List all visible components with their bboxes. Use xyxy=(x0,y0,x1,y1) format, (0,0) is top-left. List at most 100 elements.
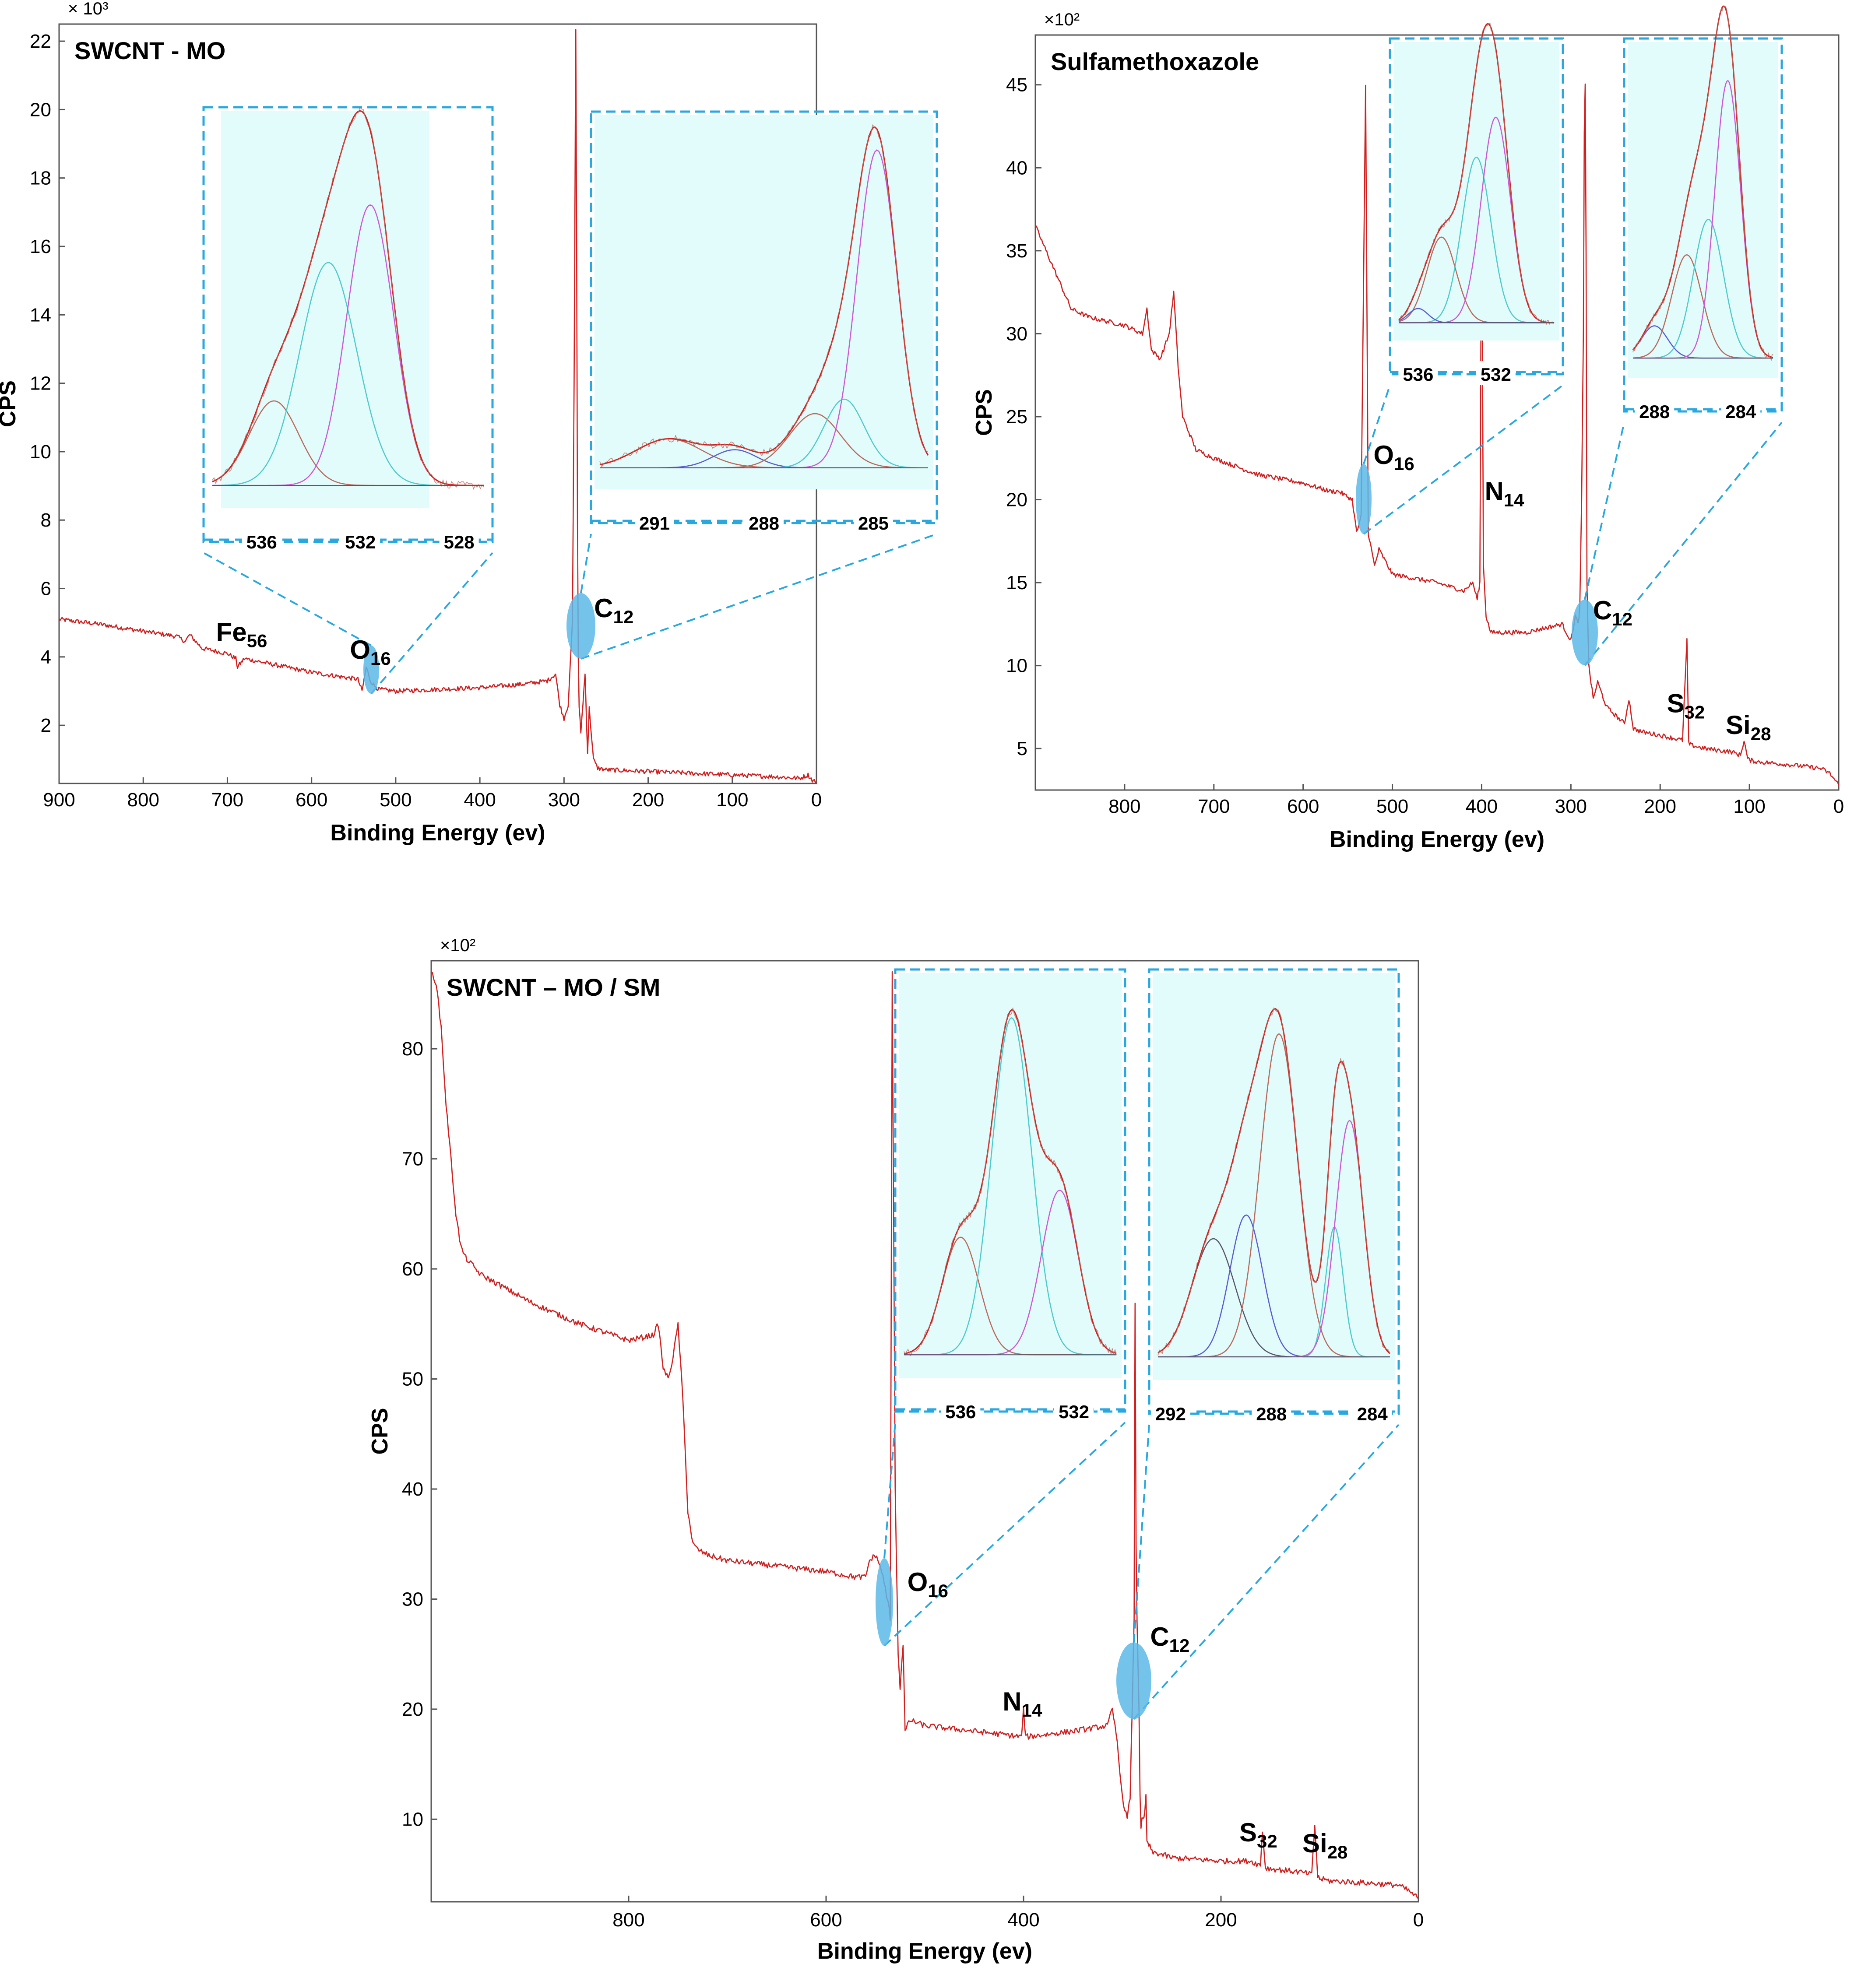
survey-spectrum-line xyxy=(431,971,1419,1899)
y-axis-label: CPS xyxy=(0,380,21,427)
inset-tick-bg xyxy=(1721,398,1761,422)
element-label-n: N14 xyxy=(1003,1687,1042,1721)
inset-tick-label: 285 xyxy=(858,513,889,534)
y-tick-label: 8 xyxy=(41,509,51,531)
peak-marker-ellipse xyxy=(876,1558,893,1646)
inset-tick-label: 288 xyxy=(1256,1404,1287,1424)
y-tick-label: 15 xyxy=(1006,572,1027,594)
y-tick-label: 16 xyxy=(30,236,51,257)
y-multiplier: ×10² xyxy=(1044,10,1080,29)
inset-dashed-frame xyxy=(894,968,1126,1413)
y-tick-label: 10 xyxy=(30,441,51,463)
inset-tick-bg xyxy=(242,529,281,553)
element-label-c: C12 xyxy=(1593,596,1632,629)
y-axis-label: CPS xyxy=(367,1408,393,1455)
x-tick-label: 400 xyxy=(1007,1909,1039,1931)
inset-background xyxy=(1628,42,1778,378)
x-tick-label: 200 xyxy=(1644,796,1676,817)
inset-tick-label: 532 xyxy=(1481,364,1511,385)
inset-tick-bg xyxy=(1150,1401,1190,1425)
y-tick-label: 60 xyxy=(402,1258,423,1280)
y-tick-label: 10 xyxy=(1006,655,1027,677)
x-tick-label: 200 xyxy=(1205,1909,1237,1931)
y-tick-label: 4 xyxy=(41,646,51,668)
y-tick-label: 20 xyxy=(1006,489,1027,511)
peak-marker-ellipse xyxy=(566,593,595,659)
peak-marker-ellipse xyxy=(1356,464,1372,534)
raw-data-line xyxy=(1632,5,1773,362)
element-label-c: C12 xyxy=(1150,1622,1189,1656)
raw-data-line xyxy=(1157,1007,1390,1356)
peak-marker-ellipse xyxy=(1116,1642,1151,1719)
x-tick-label: 700 xyxy=(1198,796,1230,817)
inset-tick-bg xyxy=(1398,361,1438,385)
inset-tick-label: 288 xyxy=(749,513,779,534)
raw-data-line xyxy=(1398,22,1555,326)
x-tick-label: 300 xyxy=(548,789,580,811)
inset-background xyxy=(1393,42,1559,341)
inset-tick-bg xyxy=(744,510,784,534)
inset-tick-bg xyxy=(1476,361,1516,385)
element-label-n: N14 xyxy=(1485,477,1524,510)
x-tick-label: 600 xyxy=(1287,796,1319,817)
inset-o1s: 536 532 xyxy=(894,968,1126,1423)
inset-background xyxy=(899,973,1122,1378)
plot-frame xyxy=(430,960,1419,1903)
inset-tick-bg xyxy=(1352,1401,1392,1425)
y-tick-label: 20 xyxy=(402,1699,423,1720)
inset-tick-bg xyxy=(941,1398,981,1423)
inset-background xyxy=(595,115,933,489)
zoom-connector-line xyxy=(580,533,937,660)
x-tick-label: 900 xyxy=(43,789,75,811)
zoom-connector-line xyxy=(1133,1424,1400,1720)
y-tick-label: 40 xyxy=(1006,157,1027,179)
inset-tick-label: 536 xyxy=(246,532,277,552)
inset-tick-bg xyxy=(341,529,380,553)
element-label-si: Si28 xyxy=(1302,1829,1347,1862)
y-tick-label: 70 xyxy=(402,1149,423,1170)
panel-sulfamethoxazole: 5 10 15 20 25 30 35 40 45 800 700 600 500 400 300 200 10… xyxy=(971,5,1844,852)
x-tick-label: 800 xyxy=(127,789,159,811)
y-tick-label: 40 xyxy=(402,1479,423,1500)
inset-o1s: 536 532 xyxy=(1389,22,1564,385)
element-label-si: Si28 xyxy=(1726,710,1771,744)
zoom-connector-line xyxy=(1133,1424,1150,1643)
x-tick-label: 0 xyxy=(1413,1909,1424,1931)
y-tick-label: 2 xyxy=(41,715,51,736)
element-label-fe: Fe56 xyxy=(216,617,267,651)
inset-tick-label: 292 xyxy=(1155,1404,1186,1424)
inset-tick-label: 291 xyxy=(639,513,670,534)
y-tick-label: 35 xyxy=(1006,240,1027,262)
inset-tick-label: 536 xyxy=(945,1401,976,1422)
x-tick-label: 800 xyxy=(1108,796,1140,817)
inset-tick-bg xyxy=(1635,398,1675,422)
peak-marker-ellipse xyxy=(363,646,379,694)
zoom-connector-line xyxy=(580,534,592,594)
y-tick-label: 30 xyxy=(1006,323,1027,344)
x-axis-label: Binding Energy (ev) xyxy=(1330,827,1544,852)
y-axis-label: CPS xyxy=(971,389,997,436)
x-tick-label: 500 xyxy=(380,789,412,811)
x-tick-label: 200 xyxy=(632,789,664,811)
x-tick-label: 400 xyxy=(1466,796,1498,817)
element-label-c: C12 xyxy=(594,594,633,627)
inset-tick-bg xyxy=(1252,1401,1291,1425)
zoom-connector-line xyxy=(883,1422,896,1559)
inset-dashed-frame xyxy=(1623,37,1783,413)
inset-c1s: 291 288 285 xyxy=(590,110,938,534)
element-label-s: S32 xyxy=(1239,1818,1277,1851)
element-label-o: O16 xyxy=(1373,440,1414,474)
zoom-connector-line xyxy=(1584,422,1625,600)
inset-background xyxy=(1153,973,1395,1380)
inset-o1s: 536 532 528 xyxy=(202,106,494,553)
inset-background xyxy=(221,111,429,508)
inset-tick-label: 288 xyxy=(1639,401,1670,422)
zoom-connector-line xyxy=(203,552,372,646)
x-tick-label: 300 xyxy=(1555,796,1587,817)
x-tick-label: 100 xyxy=(1733,796,1765,817)
element-label-o: O16 xyxy=(350,635,391,669)
x-tick-label: 600 xyxy=(810,1909,842,1931)
panel-swcnt-mo-sm: 10 20 30 40 50 60 70 80 800 600 400 200 0 Binding Ene… xyxy=(367,936,1424,1964)
x-axis-label: Binding Energy (ev) xyxy=(817,1939,1032,1964)
